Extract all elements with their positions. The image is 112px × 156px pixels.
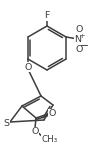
- Text: O: O: [75, 24, 83, 34]
- Text: N: N: [75, 34, 82, 44]
- Text: +: +: [79, 32, 84, 39]
- Text: CH₃: CH₃: [42, 134, 58, 144]
- Text: O: O: [75, 44, 83, 54]
- Text: S: S: [3, 119, 9, 127]
- Text: F: F: [44, 12, 50, 20]
- Text: O: O: [31, 127, 39, 136]
- Text: O: O: [24, 63, 32, 71]
- Text: −: −: [80, 41, 89, 51]
- Text: O: O: [48, 110, 56, 119]
